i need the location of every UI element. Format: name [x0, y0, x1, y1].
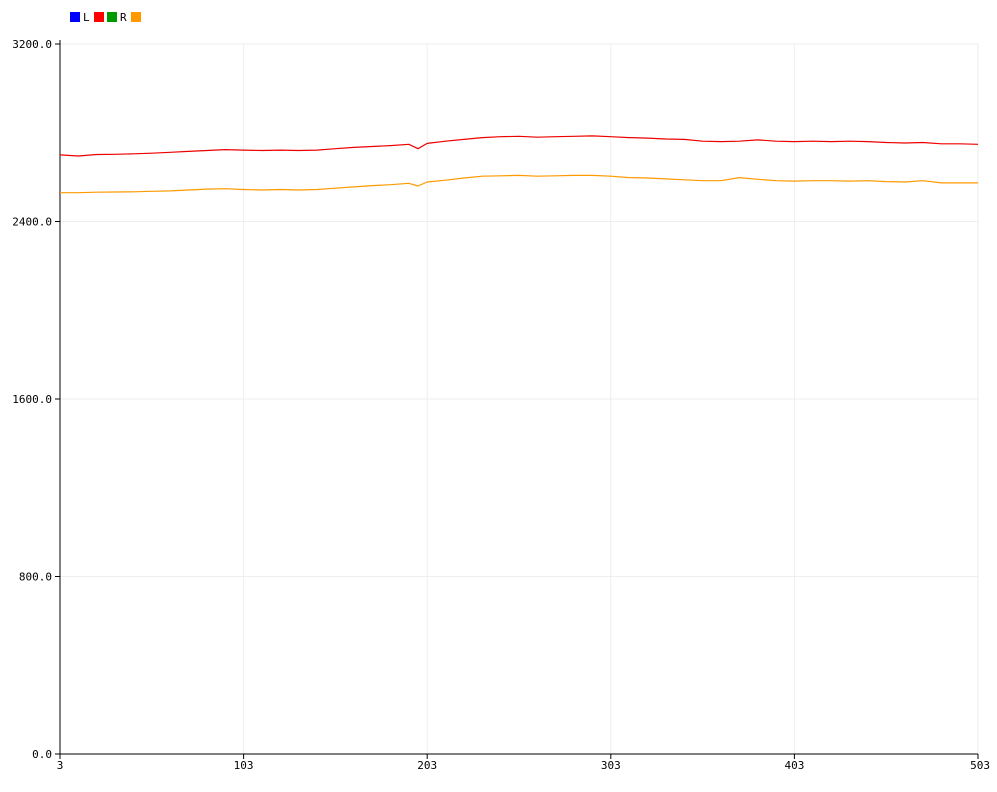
x-axis-ticks: 3 103 203 303 403 503 [57, 754, 990, 772]
x-tick-label-3: 303 [601, 759, 621, 772]
legend-label-0: L [83, 11, 90, 24]
y-axis-ticks: 0.0 800.0 1600.0 2400.0 3200.0 [12, 38, 60, 761]
legend-swatch-series-1 [131, 12, 141, 22]
legend-swatch-series-0 [94, 12, 104, 22]
series-line-1 [60, 174, 978, 194]
y-tick-label-2: 1600.0 [12, 393, 52, 406]
y-tick-label-3: 2400.0 [12, 216, 52, 229]
legend-label-1: R [120, 11, 127, 24]
legend-swatch-0 [70, 12, 80, 22]
series-line-0 [59, 135, 979, 157]
x-tick-label-1: 103 [234, 759, 254, 772]
x-tick-label-0: 3 [57, 759, 64, 772]
series-lines [59, 135, 979, 194]
y-tick-label-0: 0.0 [32, 748, 52, 761]
y-tick-label-1: 800.0 [19, 571, 52, 584]
x-tick-label-4: 403 [784, 759, 804, 772]
y-tick-label-4: 3200.0 [12, 38, 52, 51]
legend-swatch-1 [107, 12, 117, 22]
grid-lines [60, 43, 979, 754]
x-tick-label-5: 503 [970, 759, 990, 772]
x-tick-label-2: 203 [417, 759, 437, 772]
axes [59, 40, 978, 755]
